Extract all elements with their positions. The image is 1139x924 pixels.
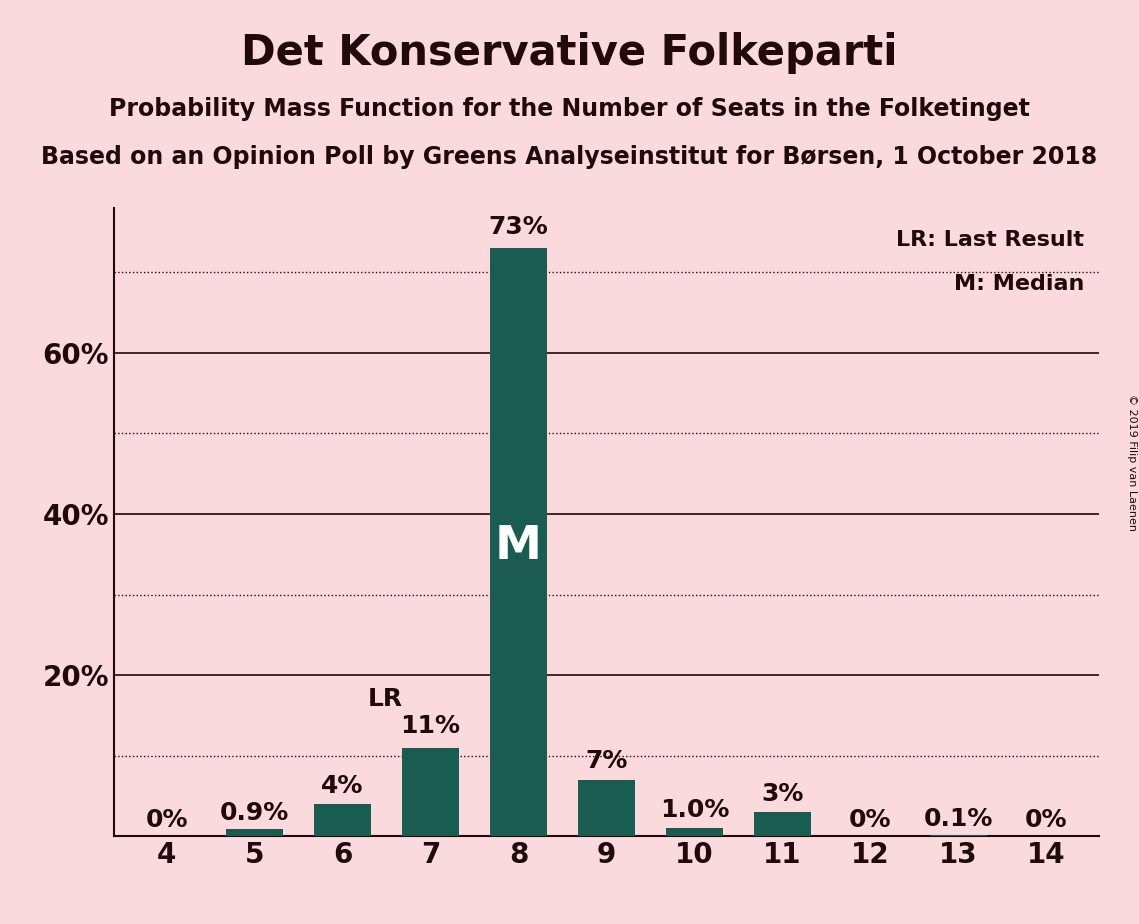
Text: 7%: 7% bbox=[585, 749, 628, 773]
Text: 0%: 0% bbox=[850, 808, 892, 833]
Text: 0.9%: 0.9% bbox=[220, 801, 289, 825]
Text: 4%: 4% bbox=[321, 773, 363, 797]
Bar bbox=[666, 828, 723, 836]
Text: 0%: 0% bbox=[1025, 808, 1067, 833]
Bar bbox=[577, 780, 636, 836]
Bar bbox=[402, 748, 459, 836]
Text: M: Median: M: Median bbox=[954, 274, 1084, 294]
Text: Probability Mass Function for the Number of Seats in the Folketinget: Probability Mass Function for the Number… bbox=[109, 97, 1030, 121]
Text: M: M bbox=[495, 524, 542, 569]
Text: 0.1%: 0.1% bbox=[924, 808, 993, 832]
Text: Det Konservative Folkeparti: Det Konservative Folkeparti bbox=[241, 32, 898, 74]
Text: 0%: 0% bbox=[146, 808, 188, 833]
Text: Based on an Opinion Poll by Greens Analyseinstitut for Børsen, 1 October 2018: Based on an Opinion Poll by Greens Analy… bbox=[41, 145, 1098, 169]
Bar bbox=[754, 812, 811, 836]
Bar bbox=[490, 249, 547, 836]
Text: 1.0%: 1.0% bbox=[659, 797, 729, 821]
Text: LR: LR bbox=[367, 687, 402, 711]
Text: LR: Last Result: LR: Last Result bbox=[896, 230, 1084, 249]
Text: 11%: 11% bbox=[401, 714, 460, 738]
Text: 73%: 73% bbox=[489, 214, 548, 238]
Text: © 2019 Filip van Laenen: © 2019 Filip van Laenen bbox=[1126, 394, 1137, 530]
Bar bbox=[314, 804, 371, 836]
Bar bbox=[226, 829, 284, 836]
Text: 3%: 3% bbox=[761, 782, 804, 806]
